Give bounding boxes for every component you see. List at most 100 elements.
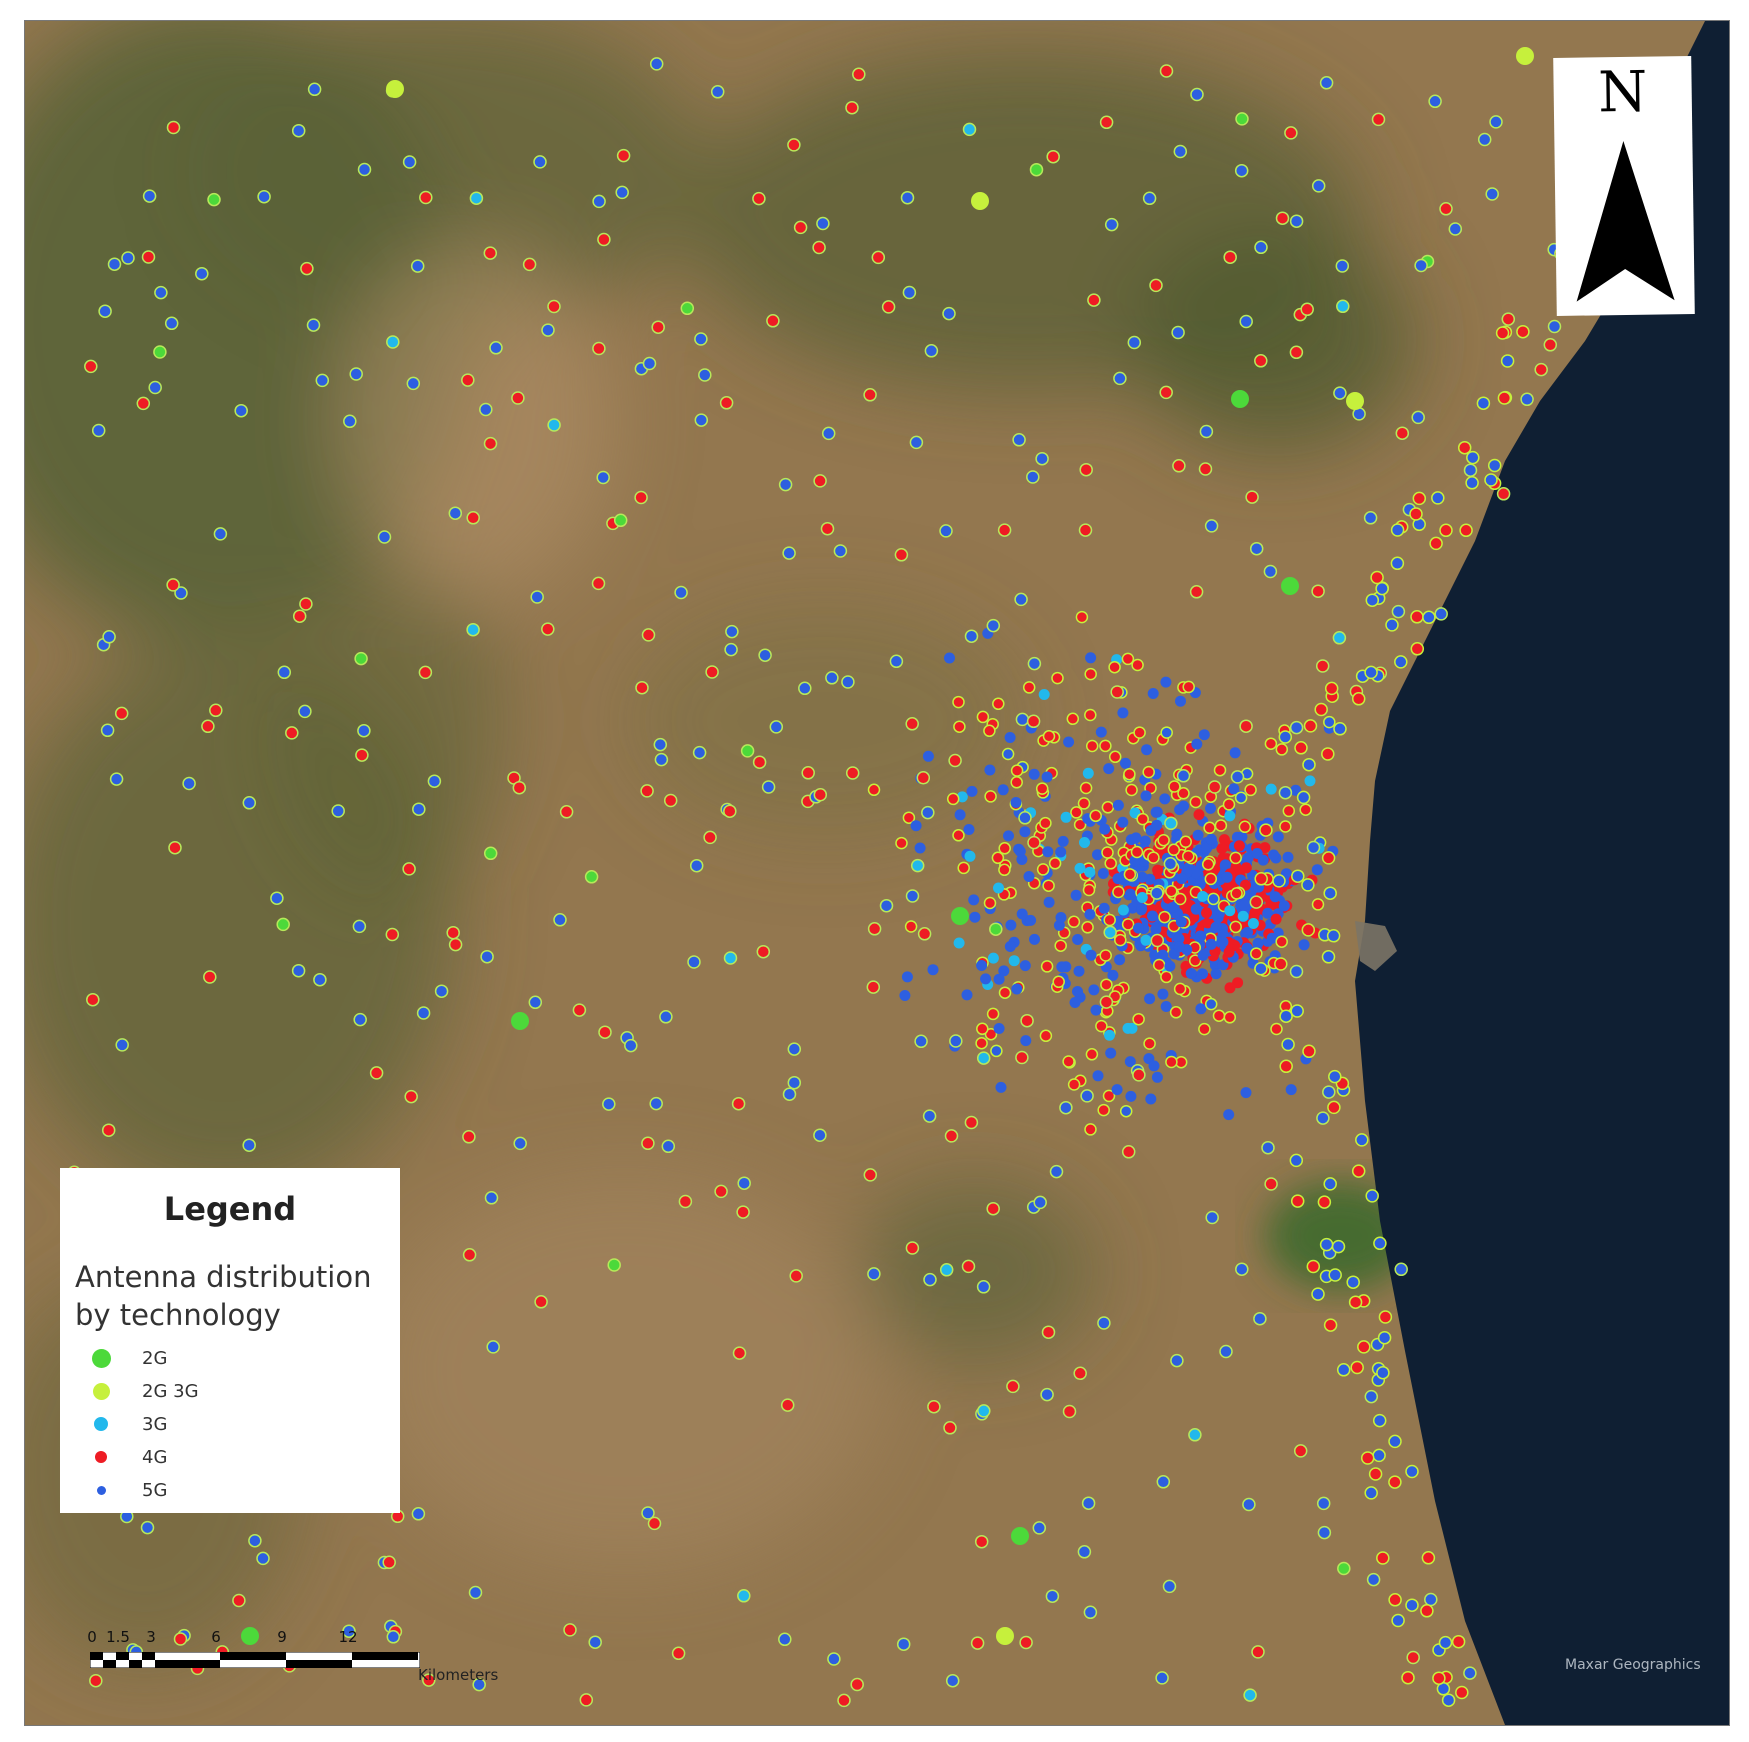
antenna-dot: [1372, 1448, 1386, 1463]
antenna-dot: [1516, 324, 1530, 339]
antenna-dot: [353, 1012, 367, 1027]
antenna-dot: [1204, 997, 1218, 1011]
antenna-dot: [1028, 768, 1040, 780]
antenna-dot: [905, 717, 919, 731]
antenna-dot: [692, 745, 707, 760]
antenna-dot: [1455, 1685, 1469, 1700]
antenna-dot: [154, 285, 168, 300]
antenna-dot: [1289, 964, 1304, 979]
antenna-dot: [1319, 76, 1334, 90]
antenna-dot: [1201, 858, 1215, 871]
antenna-dot: [1269, 899, 1281, 911]
antenna-dot: [1377, 1330, 1392, 1345]
antenna-dot: [91, 423, 106, 438]
antenna-dot: [1421, 1551, 1436, 1565]
antenna-dot: [142, 189, 157, 203]
antenna-dot: [977, 1404, 991, 1418]
antenna-dot: [1424, 1592, 1438, 1607]
antenna-dot: [850, 1677, 864, 1692]
antenna-dot: [1439, 523, 1453, 538]
antenna-dot: [961, 1259, 976, 1274]
antenna-dot: [1167, 902, 1179, 913]
north-arrow: N: [1553, 56, 1695, 316]
antenna-dot: [1247, 918, 1259, 929]
antenna-dot: [1173, 941, 1185, 953]
antenna-dot: [1010, 776, 1023, 789]
antenna-dot: [1136, 892, 1148, 903]
antenna-dot: [203, 970, 217, 984]
antenna-dot: [1108, 750, 1122, 764]
antenna-dot: [352, 919, 367, 934]
antenna-dot: [1223, 1109, 1235, 1121]
antenna-dot: [1175, 695, 1186, 707]
antenna-dot: [1235, 1262, 1249, 1276]
antenna-dot: [1275, 935, 1288, 948]
antenna-dot: [285, 726, 299, 740]
antenna-dot: [1240, 862, 1252, 874]
antenna-dot: [547, 299, 561, 314]
antenna-dot: [533, 155, 547, 169]
antenna-dot: [1322, 1085, 1336, 1099]
antenna-dot: [1136, 812, 1149, 826]
antenna-dot: [201, 719, 215, 734]
antenna-dot: [1027, 835, 1041, 850]
legend-swatch-4g: [95, 1451, 107, 1463]
antenna-dot: [242, 1138, 256, 1152]
antenna-dot: [1057, 835, 1069, 847]
antenna-dot: [1311, 1287, 1325, 1301]
antenna-dot: [1289, 214, 1304, 228]
antenna-dot: [1370, 570, 1384, 585]
antenna-dot: [1289, 720, 1304, 735]
antenna-dot: [1394, 1262, 1408, 1277]
antenna-dot: [1278, 730, 1293, 744]
antenna-dot: [1097, 868, 1109, 879]
antenna-dot: [953, 937, 965, 949]
antenna-dot: [1520, 392, 1534, 407]
antenna-dot: [694, 413, 709, 427]
antenna-dot: [951, 907, 969, 925]
antenna-dot: [461, 373, 475, 387]
antenna-dot: [998, 842, 1011, 855]
antenna-dot: [1085, 949, 1097, 961]
antenna-dot: [1062, 1404, 1077, 1419]
antenna-dot: [1441, 1693, 1456, 1707]
antenna-dot: [1204, 519, 1219, 533]
antenna-dot: [871, 250, 886, 265]
antenna-dot: [1291, 869, 1305, 883]
antenna-dot: [1237, 910, 1249, 922]
antenna-dot: [298, 704, 312, 719]
antenna-dot: [984, 790, 997, 803]
antenna-dot: [512, 780, 527, 795]
antenna-dot: [597, 232, 611, 247]
antenna-dot: [964, 850, 976, 862]
antenna-dot: [975, 1036, 988, 1050]
antenna-dot: [1229, 851, 1242, 865]
antenna-dot: [98, 304, 112, 318]
antenna-dot: [613, 513, 628, 528]
antenna-dot: [1120, 757, 1131, 769]
port: [1355, 921, 1397, 971]
antenna-dot: [1117, 904, 1129, 916]
antenna-dot: [1254, 240, 1268, 255]
antenna-dot: [1043, 896, 1055, 908]
antenna-dot: [1364, 1389, 1379, 1404]
antenna-dot: [1365, 593, 1380, 607]
legend-swatch-5g: [96, 1485, 106, 1495]
antenna-dot: [1188, 954, 1202, 967]
antenna-dot: [867, 922, 882, 936]
antenna-dot: [307, 82, 322, 97]
antenna-dot: [910, 858, 925, 873]
antenna-dot: [1095, 726, 1107, 738]
antenna-dot: [1331, 1239, 1346, 1254]
antenna-dot: [596, 470, 610, 485]
antenna-dot: [1151, 819, 1163, 831]
antenna-dot: [1130, 832, 1142, 844]
antenna-dot: [927, 964, 939, 976]
antenna-dot: [530, 590, 544, 604]
antenna-dot: [1282, 804, 1296, 818]
antenna-dot: [1259, 842, 1271, 854]
antenna-dot: [1451, 1634, 1466, 1649]
antenna-dot: [993, 1023, 1005, 1034]
antenna-dot: [649, 1096, 663, 1111]
antenna-dot: [195, 266, 209, 281]
